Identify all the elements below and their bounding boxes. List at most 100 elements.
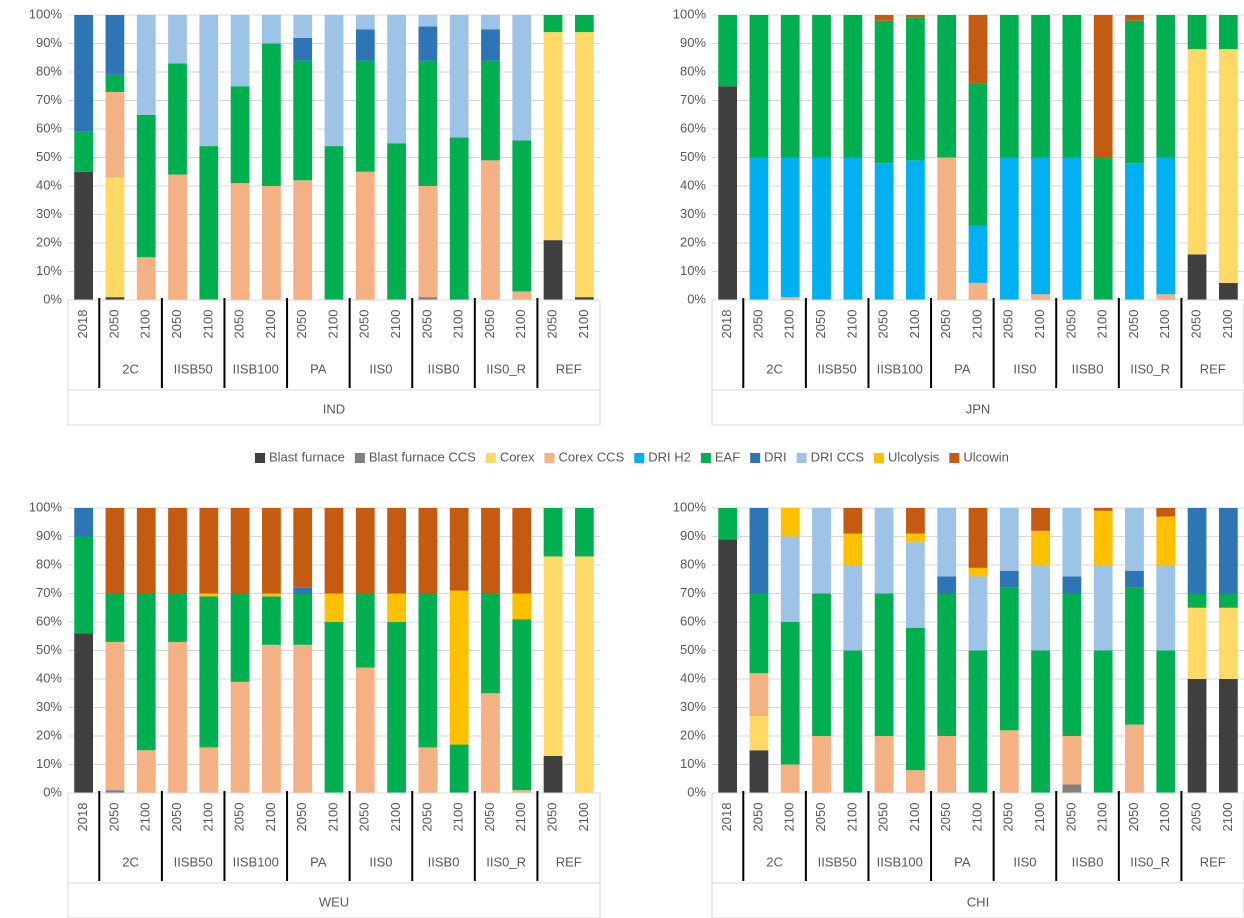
bar-segment [749,673,769,717]
legend-label: EAF [715,449,740,464]
bar-segment [749,508,769,594]
bar-segment [1031,157,1050,295]
bar-segment [1156,650,1176,793]
y-tick-label: 90% [36,528,62,543]
bar-segment [512,291,532,300]
bar-segment [512,593,532,620]
bar-segment [324,622,344,793]
x-tick-label: 2050 [1001,803,1016,832]
bar-segment [780,622,800,765]
bar-segment [999,570,1019,588]
bar-segment [1093,15,1113,158]
bar-segment [968,15,988,84]
group-label: IISB0 [428,854,460,869]
legend-label: Corex [500,449,535,464]
bar-segment [937,576,957,594]
group-label: REF [556,854,582,869]
bar-segment [324,15,344,147]
x-tick-label: 2050 [1126,310,1141,339]
bar-segment [1218,282,1238,300]
bar-segment [418,15,438,27]
bar-segment [1062,736,1082,785]
x-tick-label: 2050 [1063,803,1078,832]
y-tick-label: 30% [680,699,706,714]
bar-segment [718,86,738,300]
bar-segment [1062,784,1082,793]
group-label: IIS0 [1013,854,1036,869]
bar-segment [1125,570,1144,588]
y-tick-label: 10% [680,756,706,771]
bar-segment [543,15,563,33]
bar-segment [1218,508,1238,594]
y-tick-label: 50% [680,149,706,164]
bar-segment [749,716,769,751]
bar-segment [230,86,250,184]
bar-segment [418,747,438,793]
bar-segment [874,163,894,300]
group-label: PA [954,854,971,869]
bar-segment [105,508,125,594]
x-tick-label: 2100 [907,310,922,339]
bar-segment [418,297,438,300]
legend-label: DRI [764,449,786,464]
bar-segment [293,15,313,38]
bar-segment [168,174,187,300]
bar-segment [1031,565,1050,651]
category-frame [67,299,601,426]
group-label: IISB50 [818,854,857,869]
y-tick-label: 0% [43,291,62,306]
bar-segment [1218,679,1238,793]
group-label: IISB100 [233,361,279,376]
bar-segment [512,15,532,141]
x-tick-label: 2050 [169,310,184,339]
x-tick-label: 2100 [969,803,984,832]
bar-segment [136,508,156,594]
bar-segment [418,593,438,748]
x-tick-label: 2050 [419,310,434,339]
category-frame [67,792,601,918]
x-tick-label: 2100 [388,310,403,339]
bar-segment [574,556,594,793]
bar-segment [355,29,375,61]
bar-segment [1156,516,1176,565]
y-tick-label: 100% [673,6,707,21]
bar-segment [1031,508,1050,531]
bar-segment [136,593,156,751]
bar-segment [906,160,925,300]
y-tick-label: 90% [680,528,706,543]
group-label: REF [1200,361,1226,376]
y-tick-label: 70% [36,585,62,600]
bar-segment [105,91,125,178]
y-tick-label: 80% [36,63,62,78]
group-label: REF [556,361,582,376]
bar-segment [293,587,313,594]
bar-segment [906,627,925,771]
bar-segment [293,508,313,588]
bar-segment [136,750,156,793]
bar-segment [543,556,563,756]
bar-segment [387,15,406,144]
bar-segment [105,297,125,300]
bar-segment [906,15,925,18]
bar-segment [1031,294,1050,300]
x-tick-label: 2050 [169,803,184,832]
y-tick-label: 10% [36,263,62,278]
bar-segment [718,15,738,87]
y-tick-label: 60% [36,613,62,628]
x-tick-label: 2050 [1188,310,1203,339]
bar-segment [387,508,406,594]
bar-segment [1218,49,1238,283]
bar-segment [105,74,125,92]
x-tick-label: 2100 [263,310,278,339]
x-tick-label: 2100 [1095,803,1110,832]
bar-segment [812,15,831,158]
bar-segment [1093,510,1113,565]
x-tick-label: 2100 [1032,803,1047,832]
x-tick-label: 2100 [138,310,153,339]
x-tick-label: 2100 [325,310,340,339]
y-tick-label: 40% [680,177,706,192]
bar-segment [418,186,438,298]
legend-label: Blast furnace [269,449,345,464]
bar-segment [355,171,375,300]
x-tick-label: 2100 [451,803,466,832]
